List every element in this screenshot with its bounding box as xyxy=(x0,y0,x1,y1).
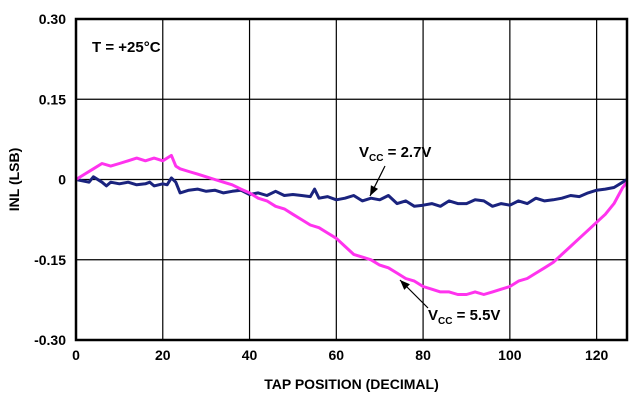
tick-labels: 0 20 40 60 80 100 120 0.30 0.15 0 -0.15 -0.30 xyxy=(34,11,608,363)
x-tick-label: 120 xyxy=(585,347,609,363)
y-tick-label: -0.30 xyxy=(34,332,66,348)
series-label-rest: = 2.7V xyxy=(383,144,431,161)
y-tick-label: 0 xyxy=(58,172,66,188)
y-tick-label: 0.15 xyxy=(39,91,66,107)
x-tick-label: 40 xyxy=(242,347,258,363)
series-label-main: V xyxy=(428,307,438,324)
x-tick-label: 80 xyxy=(415,347,431,363)
series-label-vcc-5-5: VCC = 5.5V xyxy=(399,279,500,327)
series-label-subscript: CC xyxy=(438,316,452,327)
plot-frame xyxy=(74,17,629,342)
series-label-subscript: CC xyxy=(369,153,383,164)
series-line-0 xyxy=(75,175,628,208)
x-tick-label: 60 xyxy=(329,347,345,363)
series-label-text: VCC = 5.5V xyxy=(428,307,500,327)
series-line-1 xyxy=(75,153,629,296)
series-label-text: VCC = 2.7V xyxy=(359,144,431,164)
y-axis-title: INL (LSB) xyxy=(6,148,22,212)
temperature-condition-label: T = +25°C xyxy=(92,39,161,56)
series-label-main: V xyxy=(359,144,369,161)
y-tick-label: -0.15 xyxy=(34,252,66,268)
x-axis-title: TAP POSITION (DECIMAL) xyxy=(264,376,438,392)
series-label-rest: = 5.5V xyxy=(452,307,500,324)
arrowhead-icon xyxy=(400,280,410,290)
x-tick-label: 0 xyxy=(72,347,80,363)
series-layer xyxy=(75,153,629,296)
arrowhead-icon xyxy=(370,185,379,196)
x-tick-label: 20 xyxy=(155,347,171,363)
y-tick-label: 0.30 xyxy=(39,11,66,27)
grid xyxy=(76,19,627,340)
series-label-vcc-2-7: VCC = 2.7V xyxy=(359,144,431,197)
x-tick-label: 100 xyxy=(498,347,522,363)
